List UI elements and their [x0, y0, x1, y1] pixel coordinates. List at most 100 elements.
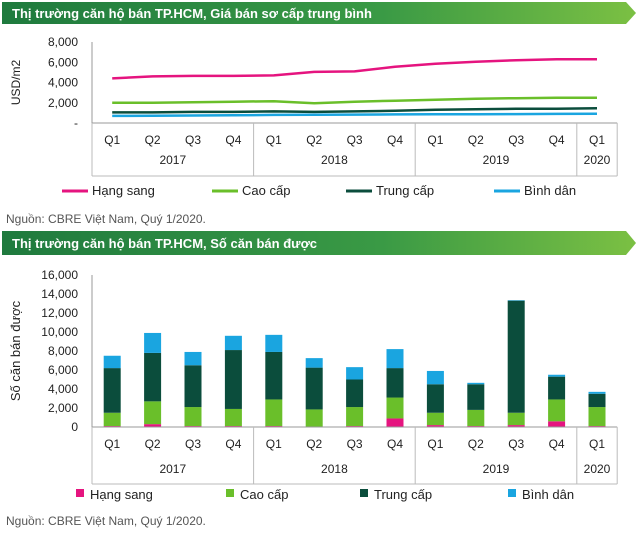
bar-segment	[144, 352, 162, 402]
bar-segment	[467, 384, 485, 410]
x-tick-label: Q3	[508, 133, 524, 147]
bar-segment	[507, 412, 525, 426]
y-axis-title: Số căn bán được	[8, 300, 23, 401]
banner-shape	[2, 231, 636, 255]
x-tick-label: Q4	[549, 437, 565, 451]
y-tick-label: 14,000	[41, 287, 78, 301]
bar-segment	[467, 409, 485, 427]
y-tick-label: 16,000	[41, 268, 78, 282]
bar-segment	[224, 335, 242, 351]
x-year-label: 2020	[584, 153, 611, 167]
bar-segment	[265, 399, 283, 427]
x-tick-label: Q1	[104, 133, 120, 147]
y-tick-label: 4,000	[48, 382, 78, 396]
units-chart-banner: Thị trường căn hộ bán TP.HCM, Số căn bán…	[2, 231, 636, 259]
line-series	[112, 57, 597, 80]
bar-segment	[548, 421, 566, 427]
y-axis-title: USD/m2	[9, 60, 23, 106]
x-tick-label: Q3	[347, 133, 363, 147]
x-year-label: 2017	[159, 462, 186, 476]
x-tick-label: Q4	[387, 437, 403, 451]
line-series	[112, 107, 598, 114]
bar-segment	[386, 349, 404, 369]
bar-segment	[103, 368, 121, 413]
bar-segment	[305, 409, 323, 427]
x-year-label: 2020	[584, 462, 611, 476]
bar-segment	[346, 407, 364, 427]
banner-shape	[2, 2, 636, 24]
legend-swatch	[508, 489, 516, 497]
x-year-label: 2018	[321, 462, 348, 476]
bar-segment	[144, 424, 162, 427]
price-chart-banner: Thị trường căn hộ bán TP.HCM, Giá bán sơ…	[2, 2, 636, 30]
y-tick-label: 2,000	[48, 401, 78, 415]
y-tick-label: 6,000	[48, 363, 78, 377]
y-tick-label: 4,000	[48, 76, 78, 90]
y-tick-label: -	[74, 116, 78, 130]
bar-segment	[144, 401, 162, 425]
bar-segment	[224, 408, 242, 427]
price-line-chart: 8,000 6,000 4,000 2,000 - USD/m2 Q1 Q2 Q3 Q4 Q1 Q2 Q…	[9, 35, 618, 198]
bar-segment	[426, 384, 444, 413]
x-year-label: 2019	[483, 153, 510, 167]
y-tick-label: 10,000	[41, 325, 78, 339]
bar-segment	[548, 374, 566, 377]
bar-segment	[386, 368, 404, 398]
legend-label: Hạng sang	[90, 487, 153, 502]
bar-segment	[224, 350, 242, 409]
x-year-label: 2017	[159, 153, 186, 167]
x-tick-label: Q2	[306, 133, 322, 147]
y-tick-label: 2,000	[48, 96, 78, 110]
x-tick-label: Q3	[185, 133, 201, 147]
x-tick-label: Q2	[468, 437, 484, 451]
y-tick-label: 0	[71, 420, 78, 434]
x-tick-label: Q1	[266, 437, 282, 451]
bar-segment	[426, 425, 444, 427]
x-tick-label: Q4	[387, 133, 403, 147]
y-tick-label: 8,000	[48, 35, 78, 49]
legend-label: Bình dân	[522, 487, 574, 502]
x-year-label: 2019	[483, 462, 510, 476]
bar-segment	[346, 367, 364, 380]
legend-label: Trung cấp	[374, 487, 432, 502]
bar-segment	[588, 407, 606, 427]
bar-segment	[548, 376, 566, 400]
x-tick-label: Q3	[347, 437, 363, 451]
x-tick-label: Q1	[589, 133, 605, 147]
bar-segment	[184, 365, 202, 408]
bar-segment	[426, 370, 444, 385]
bar-segment	[265, 334, 283, 352]
x-tick-label: Q3	[508, 437, 524, 451]
x-tick-label: Q3	[185, 437, 201, 451]
x-tick-label: Q1	[427, 437, 443, 451]
legend-label: Cao cấp	[242, 183, 290, 198]
bar-segment	[265, 351, 283, 400]
bar-segment	[103, 412, 121, 427]
x-year-label: 2018	[321, 153, 348, 167]
bar-segment	[305, 358, 323, 368]
x-tick-label: Q4	[225, 133, 241, 147]
x-tick-label: Q1	[104, 437, 120, 451]
price-chart-title: Thị trường căn hộ bán TP.HCM, Giá bán sơ…	[12, 6, 372, 21]
legend-swatch	[226, 489, 234, 497]
units-bar-chart: 16,000 14,000 12,000 10,000 8,000 6,000 4,000 2…	[8, 268, 618, 502]
bar-segment	[507, 425, 525, 427]
bar-segment	[346, 379, 364, 408]
bar-segment	[184, 407, 202, 427]
units-chart-title: Thị trường căn hộ bán TP.HCM, Số căn bán…	[12, 236, 318, 251]
x-tick-label: Q2	[145, 133, 161, 147]
legend-label: Hạng sang	[92, 183, 155, 198]
bar-segment	[588, 393, 606, 408]
legend-label: Cao cấp	[240, 487, 288, 502]
bar-segment	[507, 300, 525, 413]
legend-label: Trung cấp	[376, 183, 434, 198]
x-tick-label: Q2	[145, 437, 161, 451]
x-tick-label: Q1	[589, 437, 605, 451]
y-tick-label: 12,000	[41, 306, 78, 320]
y-tick-label: 6,000	[48, 55, 78, 69]
bar-segment	[305, 367, 323, 410]
price-chart-source: Nguồn: CBRE Việt Nam, Quý 1/2020.	[6, 212, 206, 226]
x-tick-label: Q2	[306, 437, 322, 451]
legend-swatch	[360, 489, 368, 497]
units-chart-source: Nguồn: CBRE Việt Nam, Quý 1/2020.	[6, 514, 206, 528]
